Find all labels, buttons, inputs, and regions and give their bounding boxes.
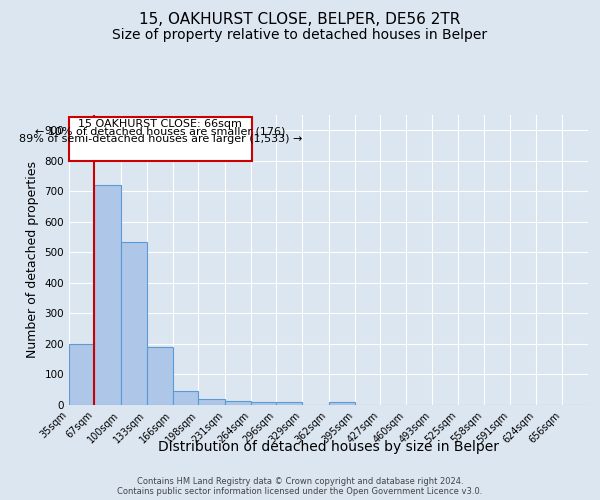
Bar: [147, 347, 173, 405]
Bar: [251, 402, 276, 405]
Text: Distribution of detached houses by size in Belper: Distribution of detached houses by size …: [158, 440, 499, 454]
Text: ← 10% of detached houses are smaller (176): ← 10% of detached houses are smaller (17…: [35, 127, 286, 137]
Bar: [173, 392, 199, 405]
Bar: [69, 344, 94, 405]
Bar: [276, 402, 302, 405]
Text: Contains public sector information licensed under the Open Government Licence v3: Contains public sector information licen…: [118, 486, 482, 496]
Text: 15, OAKHURST CLOSE, BELPER, DE56 2TR: 15, OAKHURST CLOSE, BELPER, DE56 2TR: [139, 12, 461, 28]
Bar: [329, 402, 355, 405]
Text: Size of property relative to detached houses in Belper: Size of property relative to detached ho…: [112, 28, 488, 42]
Text: 15 OAKHURST CLOSE: 66sqm: 15 OAKHURST CLOSE: 66sqm: [79, 119, 242, 129]
Bar: [224, 402, 251, 405]
FancyBboxPatch shape: [69, 116, 251, 161]
Bar: [199, 399, 224, 405]
Text: 89% of semi-detached houses are larger (1,533) →: 89% of semi-detached houses are larger (…: [19, 134, 302, 144]
Bar: [121, 242, 147, 405]
Y-axis label: Number of detached properties: Number of detached properties: [26, 162, 39, 358]
Bar: [94, 185, 121, 405]
Text: Contains HM Land Registry data © Crown copyright and database right 2024.: Contains HM Land Registry data © Crown c…: [137, 476, 463, 486]
